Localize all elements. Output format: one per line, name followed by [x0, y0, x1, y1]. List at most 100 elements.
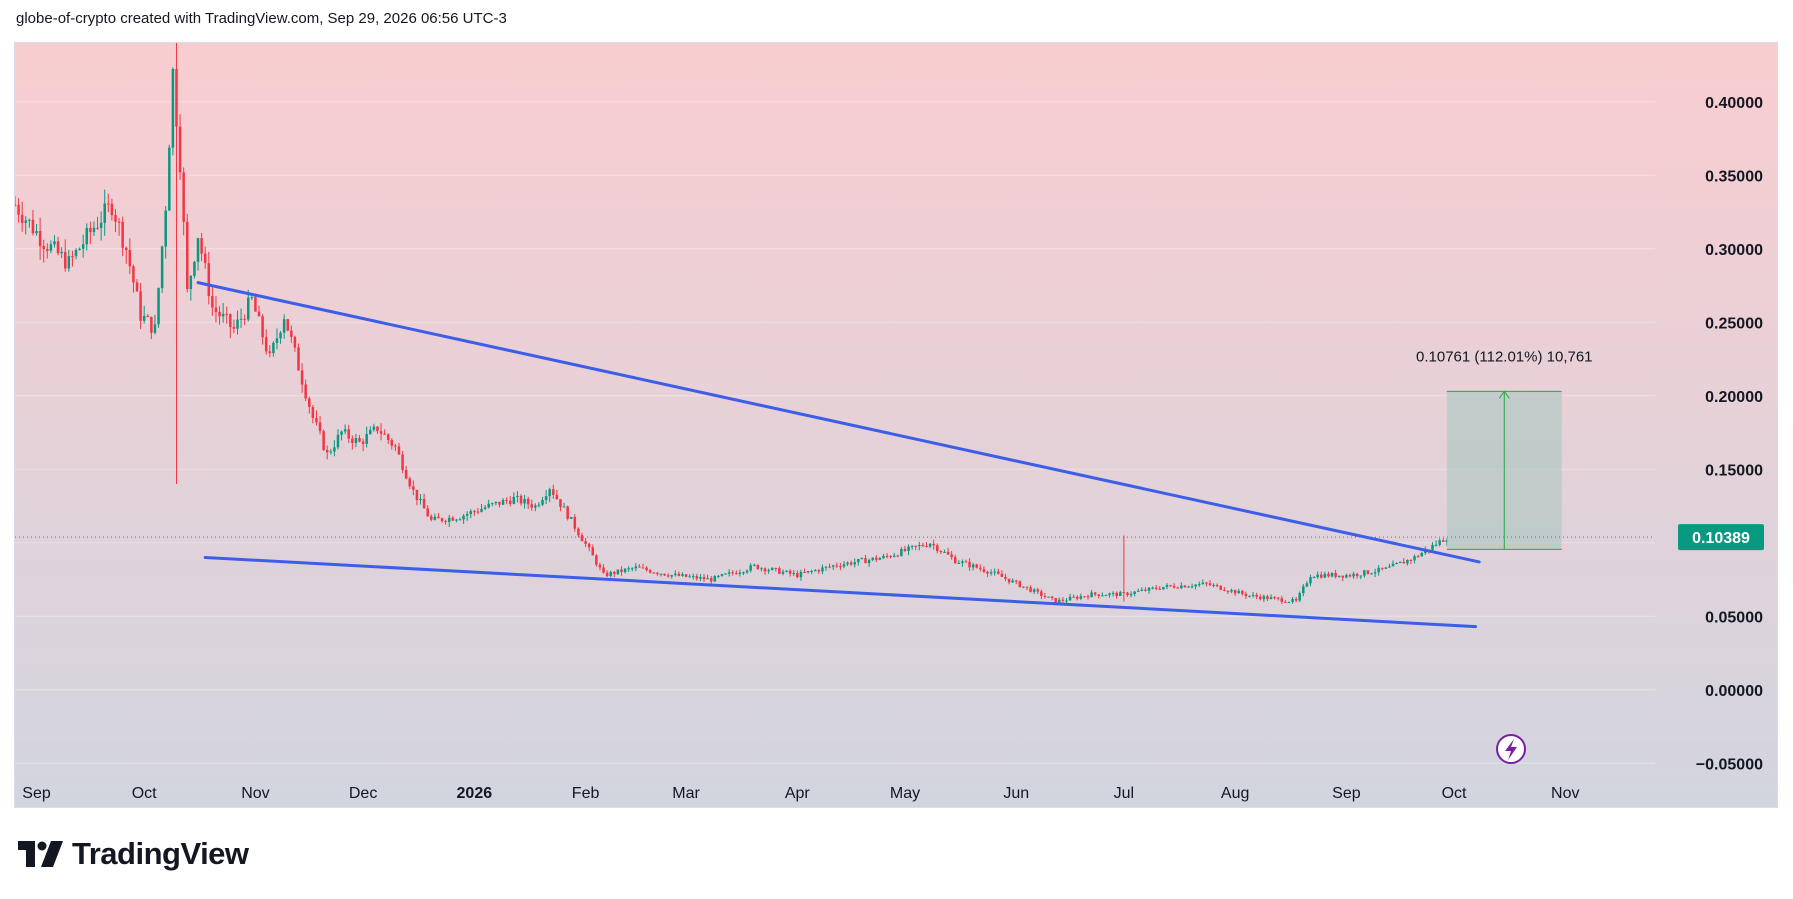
candle-body-183 [670, 575, 673, 577]
candle-body-181 [663, 573, 666, 576]
candle-body-33 [132, 266, 135, 283]
x-tick-label-1: Oct [132, 785, 157, 802]
candle-body-135 [498, 501, 501, 505]
candle-body-260 [946, 551, 950, 555]
x-tick-label-3: Dec [349, 785, 377, 802]
candle-body-66 [250, 297, 254, 299]
y-tick-label-4: 0.20000 [1705, 389, 1763, 406]
candle-body-158 [580, 535, 584, 542]
candle-body-398 [1442, 540, 1445, 542]
candle-body-77 [290, 330, 293, 337]
candle-body-368 [1334, 572, 1337, 577]
candle-body-32 [128, 249, 132, 267]
candle-body-69 [261, 316, 264, 338]
candle-body-359 [1302, 586, 1305, 594]
candle-body-324 [1176, 587, 1179, 589]
candle-body-187 [684, 574, 688, 577]
candle-body-252 [918, 545, 921, 547]
candle-body-171 [627, 568, 630, 570]
candle-body-240 [875, 557, 878, 560]
x-axis[interactable]: Sep Oct Nov Dec 2026 Feb Mar Apr May Jun Jul Aug Sep… [22, 785, 1579, 802]
candle-body-250 [910, 545, 914, 547]
trendline-1[interactable] [203, 556, 1478, 629]
candle-body-271 [986, 571, 989, 574]
candle-body-255 [928, 543, 932, 547]
candle-body-386 [1398, 561, 1402, 563]
candle-body-381 [1381, 567, 1384, 569]
candle-body-125 [462, 515, 465, 520]
candle-body-28 [114, 215, 117, 222]
candle-body-185 [677, 573, 681, 576]
x-tick-label-4: 2026 [457, 785, 493, 802]
trendlines[interactable] [196, 281, 1481, 629]
candle-body-123 [455, 519, 458, 521]
candle-body-300 [1090, 592, 1093, 598]
tradingview-logo[interactable]: TradingView [18, 836, 249, 872]
candle-body-352 [1276, 597, 1280, 599]
candle-body-330 [1197, 584, 1201, 586]
candle-body-194 [709, 578, 713, 582]
candle-body-169 [620, 569, 623, 573]
candle-body-296 [1075, 596, 1079, 599]
candle-body-13 [60, 251, 63, 254]
trendline-0[interactable] [196, 281, 1481, 564]
candle-body-206 [753, 564, 756, 566]
candle-body-376 [1363, 570, 1366, 576]
candle-body-236 [860, 558, 864, 560]
candle-body-362 [1312, 577, 1316, 579]
candle-body-310 [1126, 592, 1129, 596]
candle-body-132 [487, 503, 490, 508]
candle-body-277 [1007, 578, 1011, 583]
candle-body-280 [1018, 581, 1022, 588]
candle-body-197 [720, 574, 724, 576]
candle-body-138 [508, 500, 512, 504]
candle-body-136 [501, 499, 505, 505]
candle-body-116 [430, 516, 433, 520]
candle-body-76 [286, 319, 289, 331]
candle-body-179 [656, 572, 659, 574]
candle-body-212 [774, 567, 778, 569]
candle-body-167 [613, 571, 616, 575]
chart-frame[interactable]: 0.10761 (112.01%) 10,761 0.40000 0.35000 0… [14, 42, 1778, 808]
candle-body-262 [953, 557, 957, 564]
candle-body-192 [702, 577, 706, 580]
candles [15, 43, 1449, 606]
candle-body-168 [616, 569, 620, 575]
candle-body-55 [211, 296, 214, 308]
candle-body-83 [311, 406, 315, 418]
candle-body-361 [1309, 577, 1312, 584]
candle-body-60 [229, 314, 232, 327]
candle-body-203 [742, 572, 745, 574]
candle-body-341 [1237, 590, 1240, 594]
candle-body-113 [419, 498, 422, 501]
candle-body-340 [1233, 590, 1237, 594]
candle-body-328 [1190, 586, 1194, 588]
price-range-measure[interactable]: 0.10761 (112.01%) 10,761 [1416, 348, 1593, 550]
candle-body-342 [1241, 590, 1244, 594]
candle-body-309 [1122, 592, 1126, 594]
candle-body-380 [1377, 567, 1380, 573]
candle-body-19 [81, 244, 85, 249]
candle-body-114 [422, 498, 426, 509]
candle-body-230 [839, 566, 842, 568]
candle-body-337 [1223, 589, 1226, 591]
candle-body-261 [950, 554, 953, 558]
candle-body-139 [512, 496, 516, 504]
candle-body-164 [602, 567, 605, 573]
candle-body-343 [1244, 593, 1248, 597]
candle-body-358 [1298, 593, 1301, 601]
y-axis[interactable]: 0.40000 0.35000 0.30000 0.25000 0.20000 0.150… [1678, 95, 1764, 774]
candle-body-336 [1219, 585, 1223, 590]
price-chart[interactable]: 0.10761 (112.01%) 10,761 0.400000.350000… [15, 43, 1777, 807]
candle-body-325 [1180, 585, 1183, 589]
candle-body-9 [46, 249, 49, 251]
candle-body-304 [1104, 595, 1108, 597]
candle-body-156 [573, 516, 577, 529]
candle-body-109 [404, 469, 408, 479]
candle-body-256 [932, 543, 935, 546]
lightning-icon[interactable] [1496, 734, 1526, 764]
candle-body-286 [1040, 591, 1043, 596]
candle-body-289 [1050, 596, 1054, 598]
candle-body-180 [659, 573, 663, 575]
candle-body-58 [221, 313, 225, 317]
